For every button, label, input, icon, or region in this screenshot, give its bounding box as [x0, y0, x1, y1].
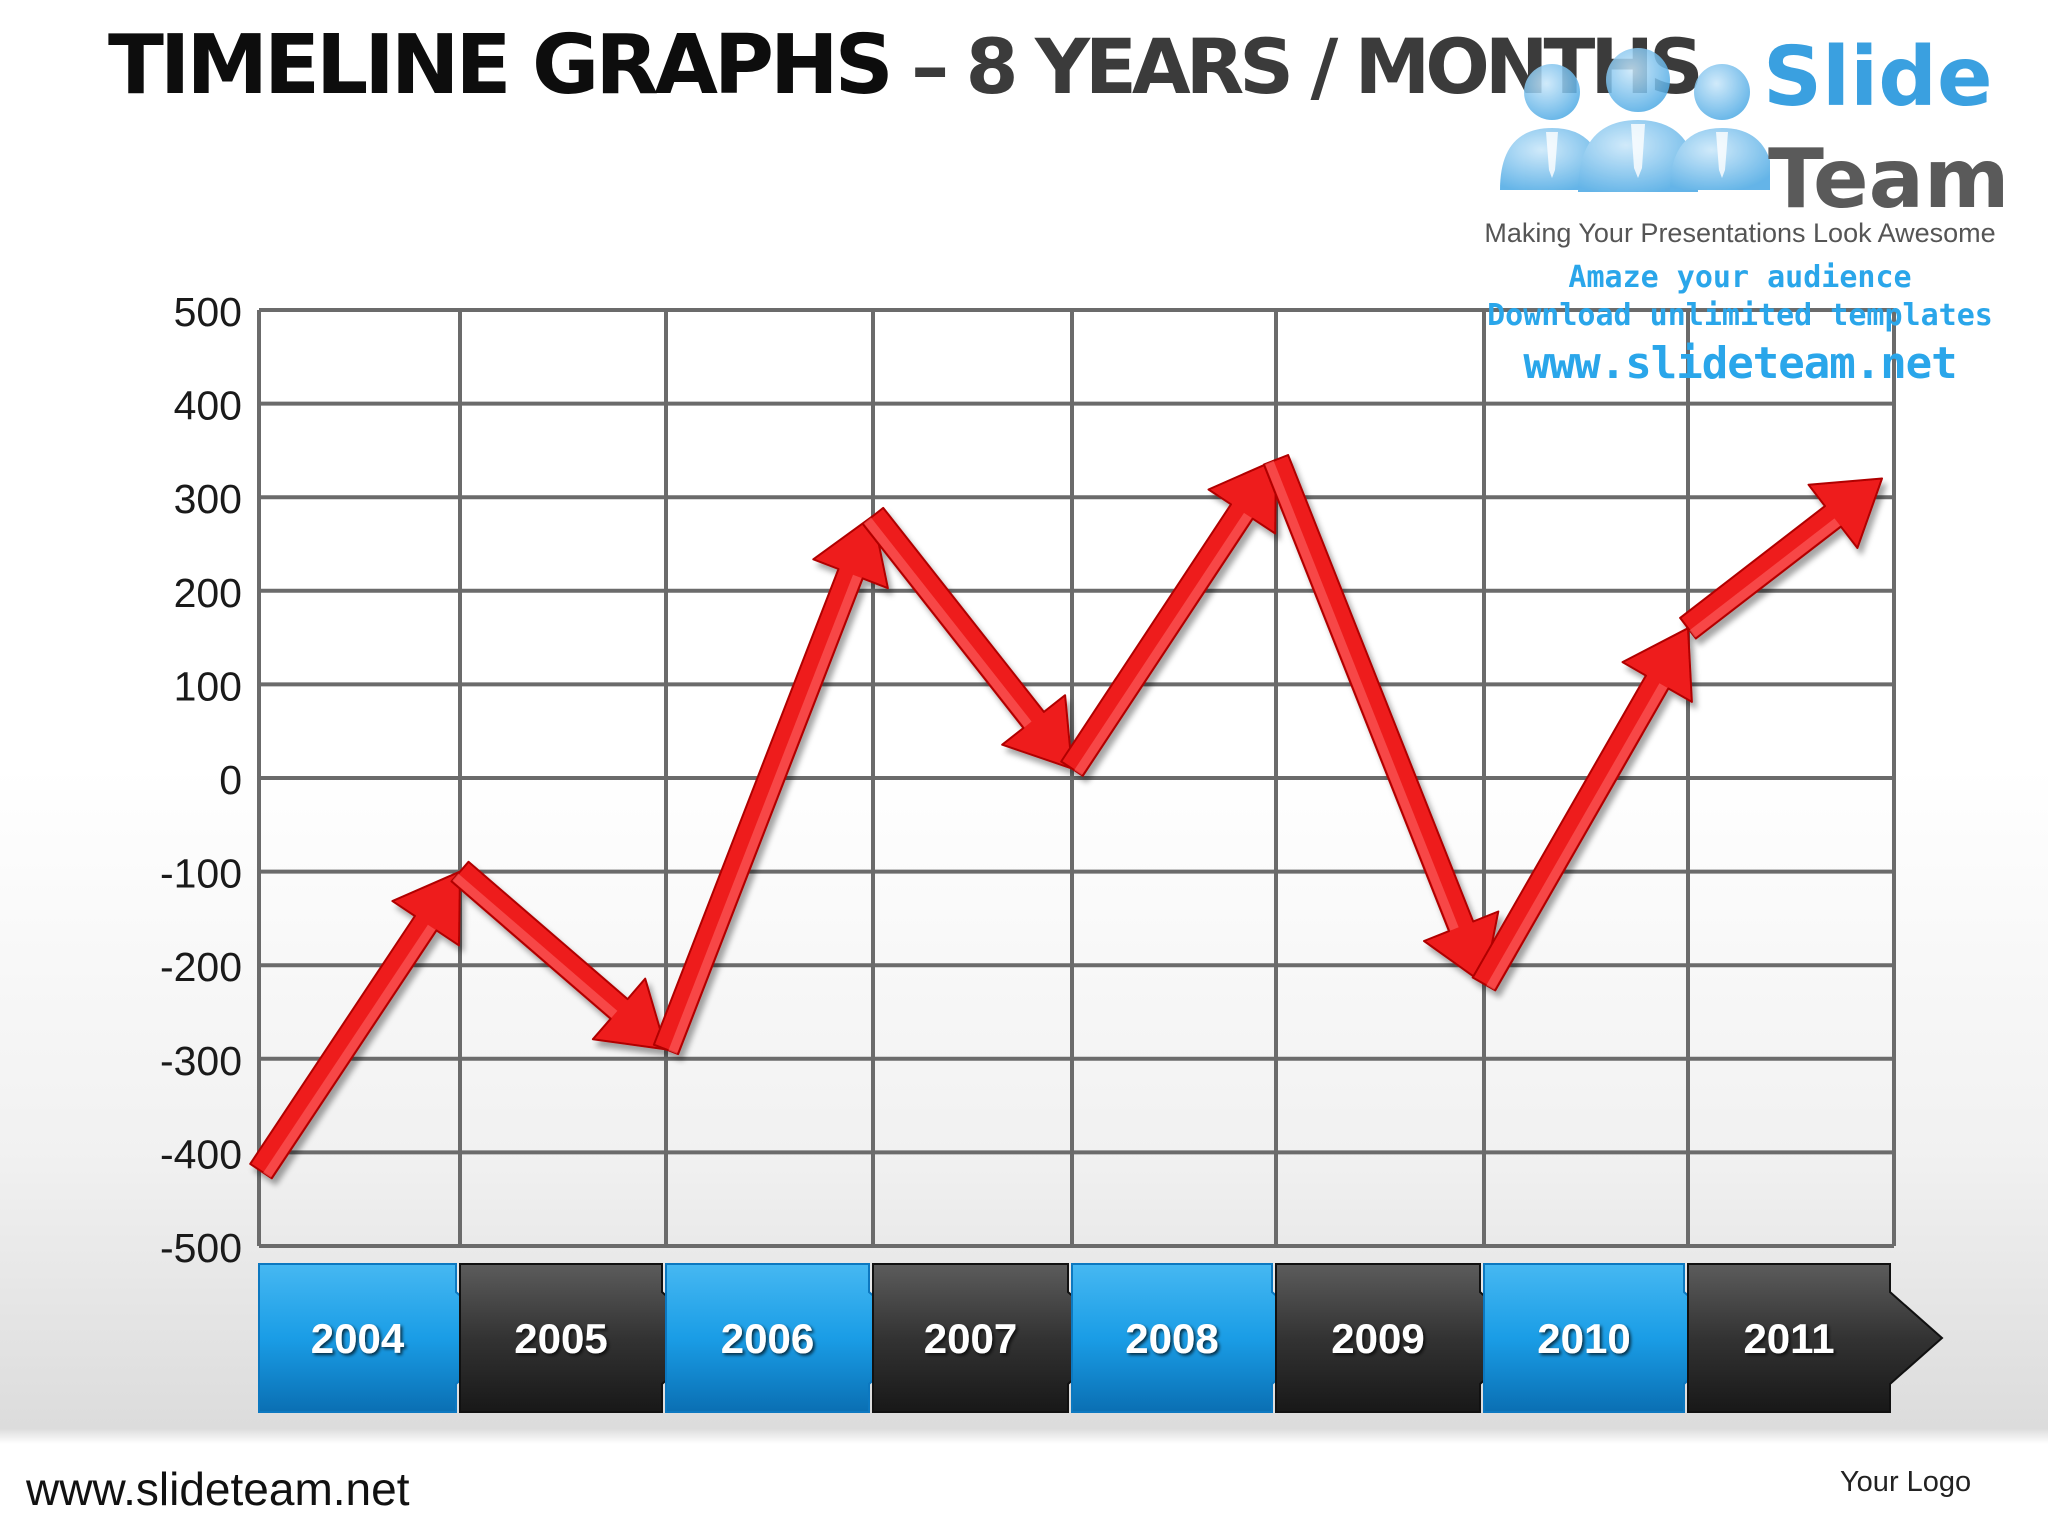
year-tab-label: 2010: [1537, 1315, 1630, 1362]
slideteam-logo[interactable]: Slide Team Making Your Presentations Loo…: [1470, 20, 2030, 389]
trend-arrow-segment: [1471, 627, 1693, 992]
y-tick-label: -300: [160, 1038, 242, 1084]
logo-word-slide: Slide: [1763, 30, 1993, 125]
y-tick-label: 500: [174, 289, 242, 335]
trend-arrow-highlight: [668, 574, 862, 1054]
trend-arrows: [249, 454, 1883, 1180]
y-tick-label: 300: [174, 476, 242, 522]
trend-arrow-highlight: [1486, 683, 1668, 990]
title-main-text: TIMELINE GRAPHS: [108, 18, 894, 113]
trend-arrow-segment: [1679, 477, 1883, 640]
footer-website-link[interactable]: www.slideteam.net: [26, 1463, 410, 1515]
trend-arrow-segment: [861, 506, 1073, 770]
year-tab-label: 2011: [1743, 1315, 1834, 1362]
logo-url[interactable]: www.slideteam.net: [1523, 338, 1957, 389]
y-tick-label: -400: [160, 1131, 242, 1177]
trend-arrow-segment: [1060, 458, 1277, 777]
logo-tagline: Making Your Presentations Look Awesome: [1484, 218, 1996, 248]
y-tick-label: 0: [219, 757, 242, 803]
y-tick-label: -100: [160, 851, 242, 897]
year-tab-label: 2005: [514, 1315, 607, 1362]
y-tick-label: 200: [174, 570, 242, 616]
chart-grid: [257, 308, 1896, 1248]
year-tab-label: 2008: [1125, 1315, 1218, 1362]
year-tab-label: 2007: [924, 1315, 1017, 1362]
logo-promo-line-1: Amaze your audience: [1568, 260, 1912, 295]
year-tab-label: 2004: [311, 1315, 405, 1362]
page-title: TIMELINE GRAPHS – 8 YEARS / MONTHS: [108, 18, 1704, 113]
year-tab-label: 2006: [721, 1315, 814, 1362]
logo-word-team: Team: [1768, 132, 2010, 227]
people-team-icon: [1500, 48, 1770, 192]
trend-arrow-segment: [249, 870, 461, 1180]
logo-promo-line-2: Download unlimited templates: [1487, 298, 1993, 333]
y-tick-label: -500: [160, 1225, 242, 1271]
year-tab-2011[interactable]: [1687, 1263, 1944, 1413]
y-axis-ticks: 500 400 300 200 100 0 -100 -200 -300 -400 -500: [160, 289, 242, 1271]
trend-arrow-segment: [450, 860, 667, 1051]
trend-arrow-highlight: [1265, 460, 1459, 931]
y-tick-label: 400: [174, 383, 242, 429]
y-tick-label: 100: [174, 663, 242, 709]
y-tick-label: -200: [160, 944, 242, 990]
trend-arrow-highlight: [863, 517, 1032, 728]
trend-arrow-highlight: [452, 873, 618, 1018]
year-tab-label: 2009: [1331, 1315, 1424, 1362]
year-timeline-tabs: 2004 2005 2006 2007 2008 2009 2010 2011: [258, 1263, 1944, 1413]
trend-arrow-highlight: [1074, 512, 1252, 776]
trend-arrow-highlight: [1689, 518, 1841, 638]
trend-arrow-highlight: [263, 924, 436, 1178]
footer-logo-placeholder: Your Logo: [1840, 1466, 1972, 1498]
